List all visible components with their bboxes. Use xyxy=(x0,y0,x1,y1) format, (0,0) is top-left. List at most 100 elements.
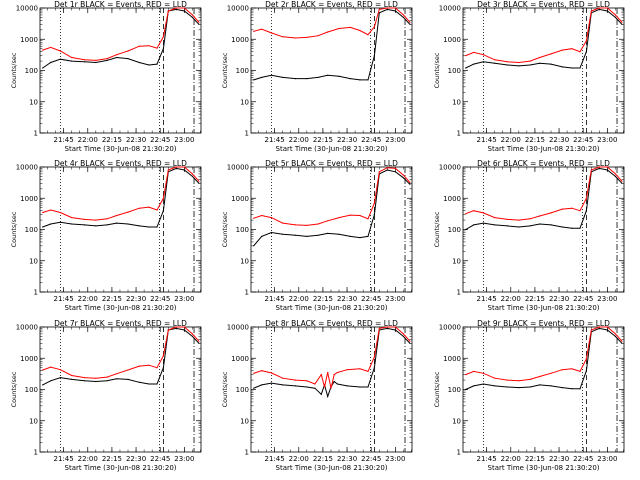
plot-frame xyxy=(250,7,413,134)
lld-point xyxy=(167,10,169,12)
x-tick-label: 21:45 xyxy=(265,455,285,463)
lld-point xyxy=(314,383,316,385)
y-tick-label: 1000 xyxy=(443,36,461,44)
x-axis-label: Start Time (30-Jun-08 21:30:20) xyxy=(65,464,177,472)
lld-point xyxy=(156,209,158,211)
lld-point xyxy=(561,49,563,51)
lld-point xyxy=(598,166,600,168)
lld-point xyxy=(473,370,475,372)
events-point xyxy=(367,235,369,237)
events-point xyxy=(282,76,284,78)
events-point xyxy=(539,62,541,64)
series-lld-line xyxy=(253,7,411,39)
events-point xyxy=(338,233,340,235)
events-point xyxy=(127,223,129,225)
events-point xyxy=(198,23,200,25)
events-point xyxy=(162,210,164,212)
x-axis-label: Start Time (30-Jun-08 21:30:20) xyxy=(276,145,388,153)
events-point xyxy=(59,377,62,379)
y-tick-label: 10 xyxy=(240,257,249,265)
lld-point xyxy=(148,364,150,366)
events-point xyxy=(518,387,520,389)
lld-point xyxy=(614,173,617,175)
panel-det-8: Det 8r BLACK = Events, RED = LLD 1 10 100 10… xyxy=(221,319,413,472)
lld-point xyxy=(327,220,329,222)
events-point xyxy=(409,183,411,185)
lld-point xyxy=(386,7,388,9)
events-point xyxy=(253,245,255,247)
lld-point xyxy=(175,166,177,168)
lld-point xyxy=(116,373,118,375)
x-tick-label: 23:00 xyxy=(174,455,194,463)
events-point xyxy=(550,224,552,226)
lld-point xyxy=(317,35,319,37)
x-tick-label: 21:45 xyxy=(477,136,497,144)
y-tick-label: 10000 xyxy=(16,324,38,332)
events-point xyxy=(306,235,308,237)
lld-point xyxy=(571,48,573,50)
y-tick-label: 10 xyxy=(240,98,249,106)
lld-point xyxy=(465,55,467,57)
events-point xyxy=(585,210,588,212)
series-lld-line xyxy=(465,7,623,64)
events-point xyxy=(156,383,158,385)
lld-point xyxy=(386,326,388,328)
x-axis-label: Start Time (30-Jun-08 21:30:20) xyxy=(488,464,600,472)
events-point xyxy=(349,78,351,80)
lld-point xyxy=(529,378,531,380)
events-point xyxy=(386,327,388,329)
events-point xyxy=(394,329,396,331)
lld-point xyxy=(590,169,592,171)
events-point xyxy=(83,224,86,226)
events-point xyxy=(198,182,200,184)
events-point xyxy=(571,67,573,69)
lld-point xyxy=(106,58,108,60)
events-point xyxy=(320,393,322,395)
lld-point xyxy=(349,26,351,28)
events-point xyxy=(367,79,369,81)
x-tick-label: 22:15 xyxy=(525,136,545,144)
lld-point xyxy=(539,375,541,378)
y-tick-label: 100 xyxy=(236,67,249,75)
events-point xyxy=(378,12,380,14)
y-tick-label: 1 xyxy=(245,449,249,457)
lld-point xyxy=(621,180,623,182)
lld-point xyxy=(162,36,164,38)
x-tick-label: 23:00 xyxy=(385,295,405,303)
lld-point xyxy=(598,326,600,328)
lld-point xyxy=(116,54,118,56)
lld-point xyxy=(183,326,185,328)
lld-point xyxy=(518,61,520,64)
events-point xyxy=(349,235,351,237)
y-tick-label: 10000 xyxy=(439,164,461,172)
events-point xyxy=(585,51,588,53)
events-point xyxy=(494,224,496,226)
x-tick-label: 23:00 xyxy=(385,136,405,144)
events-point xyxy=(494,385,496,387)
y-tick-label: 10000 xyxy=(16,5,38,13)
events-point xyxy=(83,61,86,63)
lld-point xyxy=(338,27,340,30)
panel-title: Det 2r BLACK = Events, RED = LLD xyxy=(265,0,398,9)
events-point xyxy=(71,223,73,225)
lld-point xyxy=(585,40,588,42)
x-tick-label: 22:30 xyxy=(126,295,146,303)
events-point xyxy=(579,388,581,390)
plot-frame xyxy=(462,7,625,134)
lld-point xyxy=(106,376,108,378)
panel-title: Det 7r BLACK = Events, RED = LLD xyxy=(54,319,187,328)
x-tick-label: 22:00 xyxy=(501,295,521,303)
plot-frame xyxy=(462,166,625,293)
lld-point xyxy=(175,326,177,328)
lld-point xyxy=(518,219,520,221)
y-tick-label: 1 xyxy=(457,130,461,138)
y-tick-label: 1000 xyxy=(20,36,38,44)
events-point xyxy=(465,388,467,391)
events-point xyxy=(359,79,361,81)
y-tick-label: 10000 xyxy=(227,5,249,13)
lld-point xyxy=(346,369,348,371)
events-point xyxy=(606,169,609,171)
lld-point xyxy=(191,14,193,16)
series-lld-line xyxy=(253,167,411,226)
y-tick-label: 10000 xyxy=(439,324,461,332)
